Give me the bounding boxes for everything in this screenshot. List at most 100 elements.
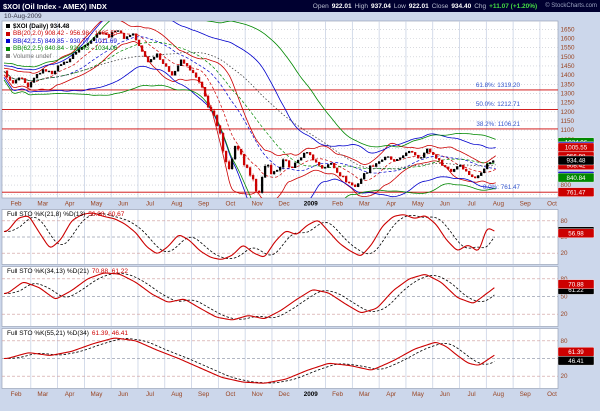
x-axis-month-label: Apr <box>386 201 396 208</box>
candle-body <box>152 56 156 60</box>
candle-body <box>173 70 177 76</box>
stoch-axis-label: 50 <box>561 294 569 301</box>
x-axis-month-label: Feb <box>11 391 22 398</box>
candle-body <box>89 40 93 44</box>
candle-body <box>272 171 276 175</box>
copyright: © StockCharts.com <box>545 3 597 9</box>
candle-body <box>317 161 321 166</box>
candle-body <box>492 160 495 163</box>
price-box-value: 1005.55 <box>565 145 588 152</box>
stoch1-values: 56.98, 60.67 <box>88 211 125 218</box>
stoch-axis-label: 80 <box>561 276 569 283</box>
x-axis-month-label: Jun <box>440 201 451 208</box>
x-axis-month-label: May <box>412 391 425 398</box>
candle-body <box>320 165 324 169</box>
x-axis-month-label: Apr <box>386 391 396 398</box>
legend-text: BB(20,2.0) 908.42 - 956.98 - 1005.55 <box>13 30 118 38</box>
candle-body <box>453 168 456 172</box>
candle-body <box>350 182 354 186</box>
candle-body <box>447 166 450 170</box>
x-axis-month-label: Oct <box>226 201 236 208</box>
candle-body <box>408 151 411 154</box>
x-axis-month-label: Apr <box>65 201 75 208</box>
candle-body <box>269 164 273 175</box>
x-axis-month-label: Mar <box>37 391 48 398</box>
x-axis-month-label: Feb <box>11 201 22 208</box>
stoch3-label: Full STO %K(55,21) %D(34) 61.39, 46.41 <box>7 330 128 337</box>
candle-body <box>209 106 213 112</box>
candle-body <box>420 157 423 159</box>
candle-body <box>365 172 369 174</box>
bb3-upper <box>3 21 496 148</box>
candle-body <box>287 160 291 168</box>
bb1-lower <box>3 41 496 198</box>
stoch-axis-label: 20 <box>561 250 569 257</box>
candle-body <box>371 165 375 167</box>
candle-body <box>62 61 66 65</box>
candle-body <box>224 150 228 162</box>
x-axis-month-label: Jul <box>146 201 154 208</box>
x-axis-month-label: Sep <box>520 391 532 398</box>
candle-body <box>314 159 318 163</box>
candle-body <box>134 33 138 41</box>
candle-body <box>299 157 303 161</box>
bb1-upper <box>3 21 496 165</box>
candle-body <box>68 58 72 63</box>
legend-text: BB(42,2.5) 849.85 - 930.77 - 1011.69 <box>13 37 117 45</box>
candle-body <box>38 72 42 75</box>
candle-body <box>248 167 252 176</box>
candle-body <box>17 77 21 81</box>
candle-body <box>65 61 69 63</box>
candle-body <box>107 34 111 38</box>
candle-body <box>83 45 87 48</box>
x-axis-month-label: May <box>90 391 103 398</box>
candle-body <box>477 175 480 179</box>
candle-body <box>489 162 492 165</box>
stoch2-name: Full STO %K(34,13) %D(21) <box>7 268 89 275</box>
stoch2-k-line <box>3 272 495 321</box>
candle-body <box>380 159 384 162</box>
stoch3-name: Full STO %K(55,21) %D(34) <box>7 330 89 337</box>
price-box-value: 934.48 <box>567 158 586 165</box>
x-axis-month-label: 2009 <box>304 201 319 208</box>
x-axis-month-label: Oct <box>226 391 236 398</box>
candle-body <box>468 170 471 176</box>
candle-body <box>71 54 75 60</box>
legend-marker-icon <box>6 53 10 58</box>
candle-body <box>140 45 144 52</box>
candle-body <box>450 168 453 172</box>
x-axis-month-label: Dec <box>278 201 289 208</box>
stoch1-k-line <box>3 212 495 260</box>
candle-body <box>185 63 189 66</box>
stoch2-values: 70.88, 61.22 <box>91 268 129 275</box>
candle-body <box>341 175 345 178</box>
x-axis-month-label: Jul <box>468 201 476 208</box>
candle-body <box>459 164 462 167</box>
candle-body <box>212 110 216 116</box>
stoch3-d-line <box>4 338 495 384</box>
main-series-group <box>3 21 496 198</box>
candle-body <box>393 159 396 161</box>
x-axis-month-label: Feb <box>332 201 343 208</box>
legend-marker-icon <box>6 46 10 51</box>
candle-body <box>263 165 267 178</box>
legend-marker-icon <box>6 24 10 29</box>
candle-body <box>5 70 9 78</box>
candle-body <box>143 51 147 57</box>
x-axis-month-label: Jul <box>146 391 154 398</box>
candle-body <box>245 164 249 168</box>
candle-body <box>137 39 141 46</box>
price-box-value: 840.84 <box>567 175 586 182</box>
candle-body <box>284 159 288 161</box>
legend-line-3: BB(42,2.5) 849.85 - 930.77 - 1011.69 <box>6 38 117 45</box>
candle-body <box>323 167 327 169</box>
candle-body <box>356 183 360 187</box>
candle-body <box>80 47 84 50</box>
candle-body <box>59 64 63 66</box>
candle-body <box>101 32 105 34</box>
stoch1-name: Full STO %K(21,8) %D(13) <box>7 211 86 218</box>
candle-body <box>53 70 57 75</box>
candle-body <box>462 164 465 170</box>
candle-body <box>176 65 180 72</box>
price-box-value: 70.88 <box>568 281 584 288</box>
